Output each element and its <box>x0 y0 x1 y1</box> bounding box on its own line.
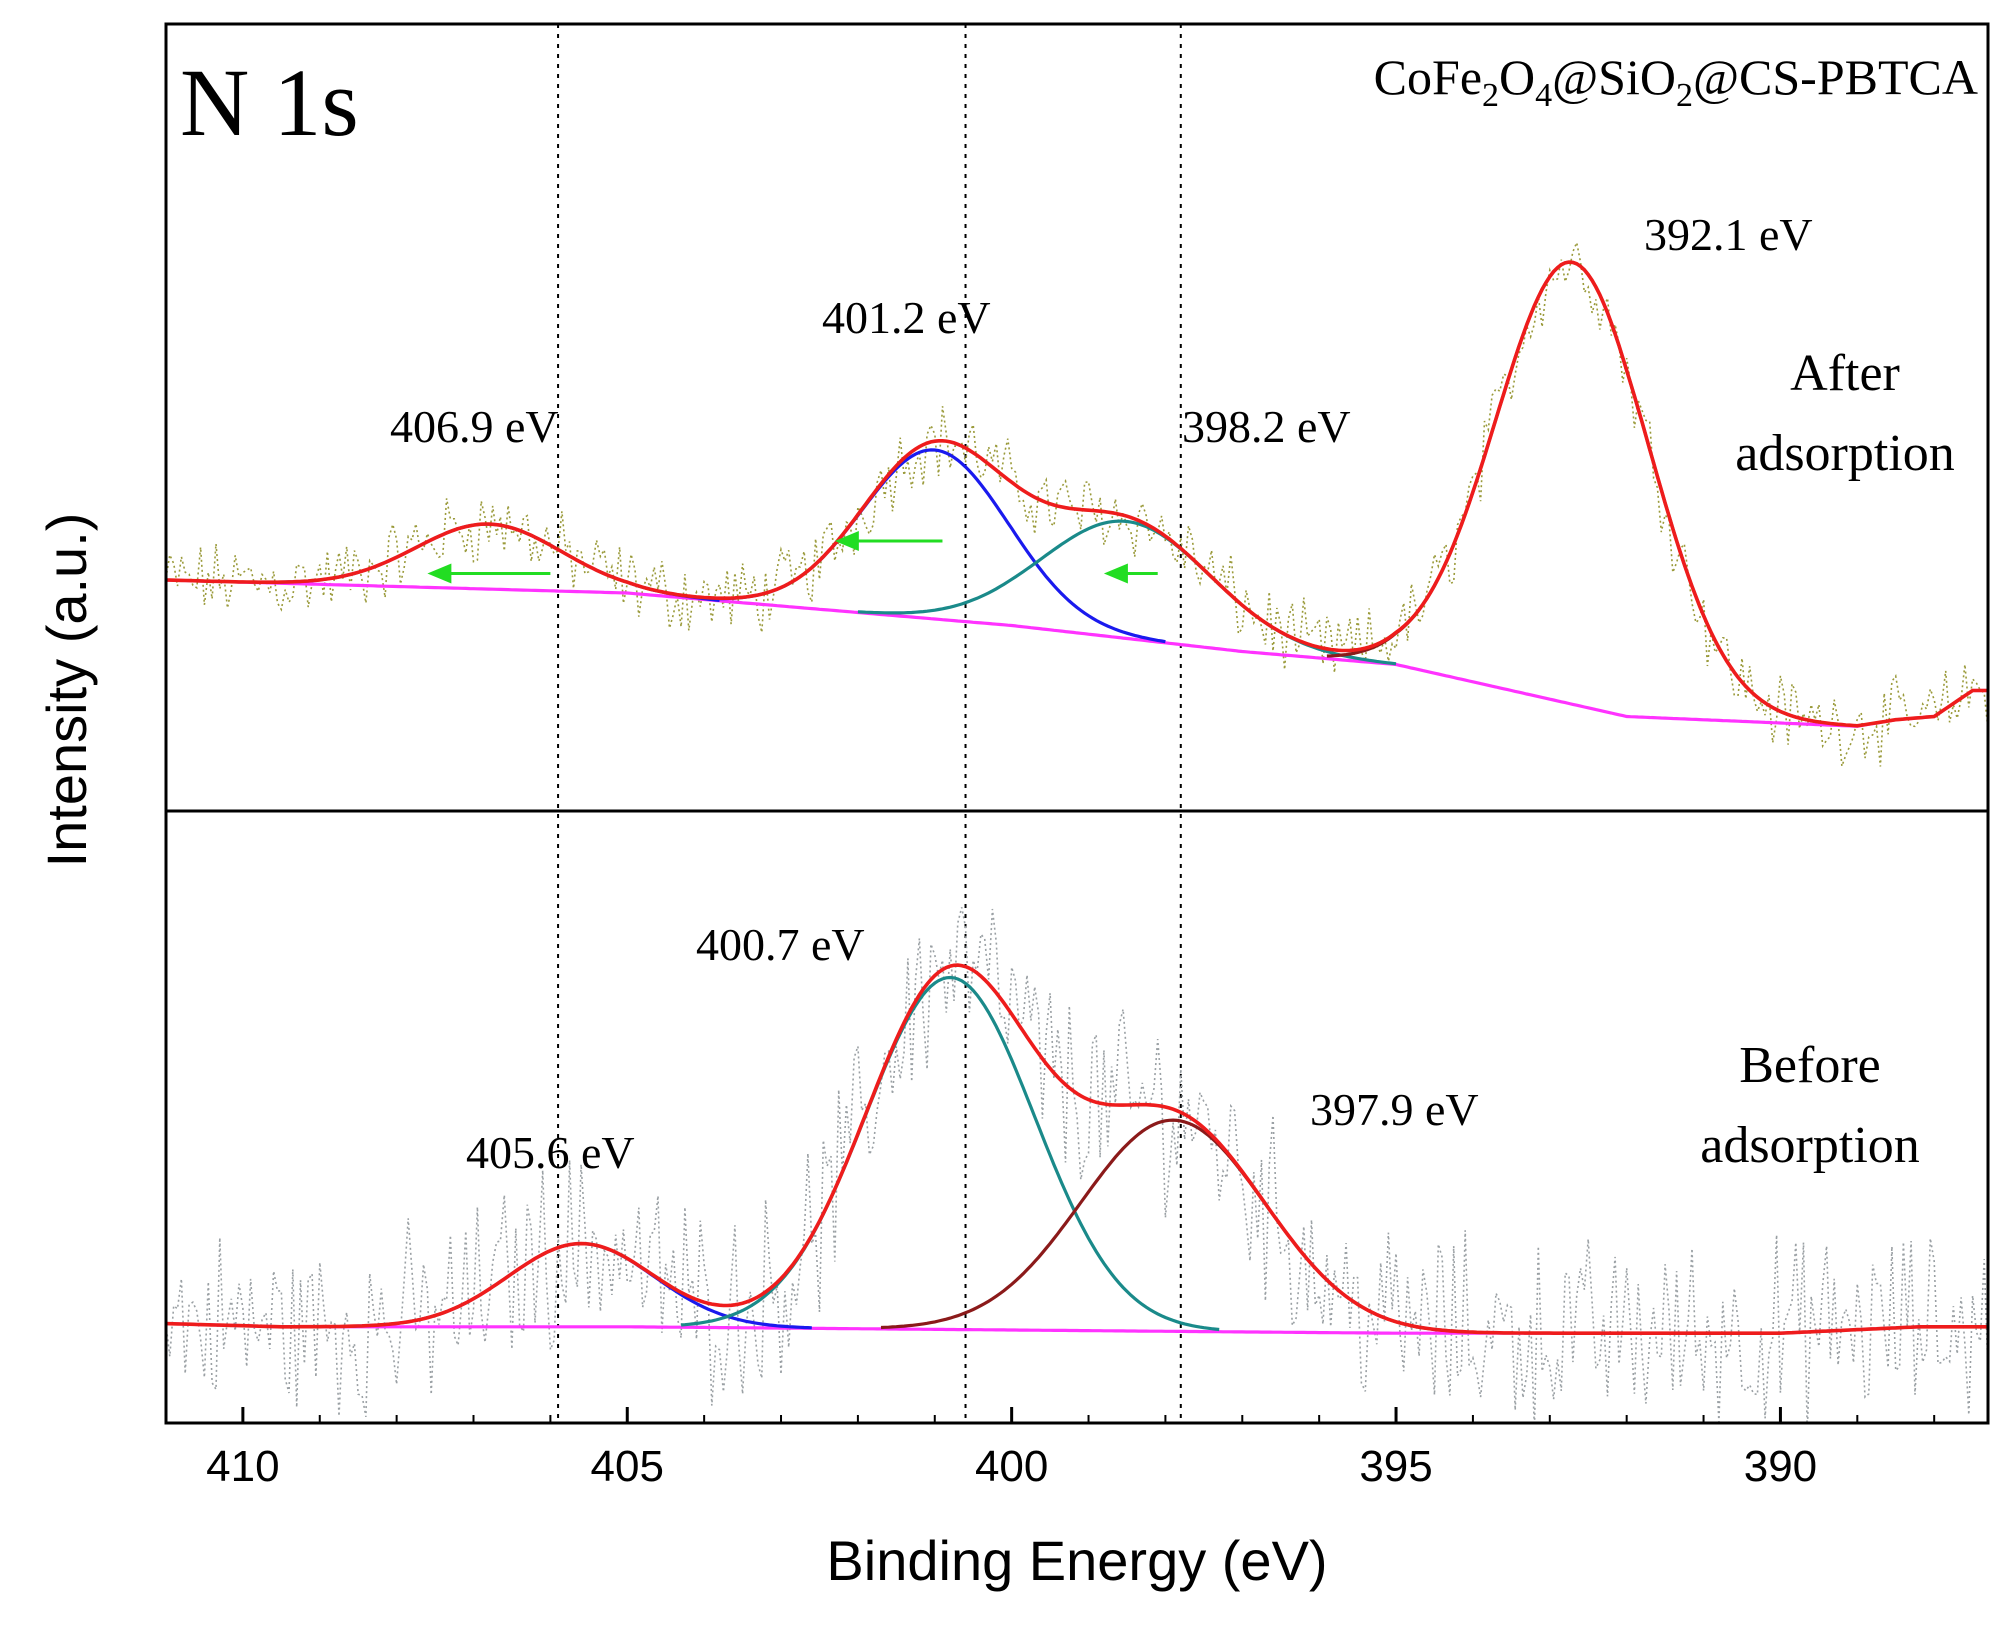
x-axis-label: Binding Energy (eV) <box>826 1529 1327 1592</box>
before-peak-405-6 <box>350 1241 812 1330</box>
before-envelope-fit <box>166 963 1988 1335</box>
peak-label-405-6: 405.6 eV <box>466 1127 635 1178</box>
before-label-line-1: Before <box>1739 1037 1880 1094</box>
plot-frame <box>164 22 1990 1425</box>
before-peak-397-9 <box>880 1118 1466 1334</box>
x-tick-label-405: 405 <box>591 1442 664 1491</box>
before-label-line-2: adsorption <box>1700 1117 1920 1174</box>
peak-label-401-2: 401.2 eV <box>822 292 991 343</box>
y-axis-label: Intensity (a.u.) <box>35 513 98 868</box>
after-label-line-2: adsorption <box>1735 425 1955 482</box>
x-tick-label-395: 395 <box>1359 1442 1432 1491</box>
x-tick-label-390: 390 <box>1744 1442 1817 1491</box>
after-peak-398-5 <box>857 519 1397 666</box>
panel-label: N 1s <box>180 49 359 156</box>
x-tick-label-410: 410 <box>206 1442 279 1491</box>
shift-arrowhead-1 <box>427 563 452 584</box>
after-label-line-1: After <box>1790 345 1900 402</box>
peak-label-400-7: 400.7 eV <box>696 919 865 970</box>
after-envelope-fit <box>166 260 1988 728</box>
peak-label-406-9: 406.9 eV <box>390 401 559 452</box>
title-sub-1: 2 <box>1482 77 1499 114</box>
title-part-1: CoFe <box>1374 49 1482 105</box>
before-peak-400-8 <box>680 975 1220 1332</box>
after-peak-392-7 <box>1326 260 1820 724</box>
peak-label-397-9: 397.9 eV <box>1310 1084 1479 1135</box>
title-part-2: O <box>1499 49 1535 105</box>
title-sub-2: 4 <box>1535 77 1552 114</box>
title-part-4: @CS-PBTCA <box>1693 49 1978 105</box>
title-sub-3: 2 <box>1676 77 1693 114</box>
reference-lines <box>557 24 1182 1423</box>
before-adsorption-panel <box>166 907 1988 1423</box>
peak-label-392-1: 392.1 eV <box>1644 209 1813 260</box>
x-tick-label-400: 400 <box>975 1442 1048 1491</box>
chart-title: CoFe2O4@SiO2@CS-PBTCA <box>1374 49 1978 114</box>
shift-arrowhead-3 <box>1103 563 1128 584</box>
shift-arrowhead-2 <box>834 531 859 551</box>
after-peak-401 <box>704 448 1166 644</box>
after-background-line <box>166 578 1988 728</box>
after-raw-spectrum <box>166 239 1988 767</box>
title-part-3: @SiO <box>1552 49 1676 105</box>
peak-label-398-2: 398.2 eV <box>1182 401 1351 452</box>
after-adsorption-panel <box>166 239 1988 767</box>
x-axis-ticks: 410 405 400 395 390 <box>206 1407 1936 1491</box>
